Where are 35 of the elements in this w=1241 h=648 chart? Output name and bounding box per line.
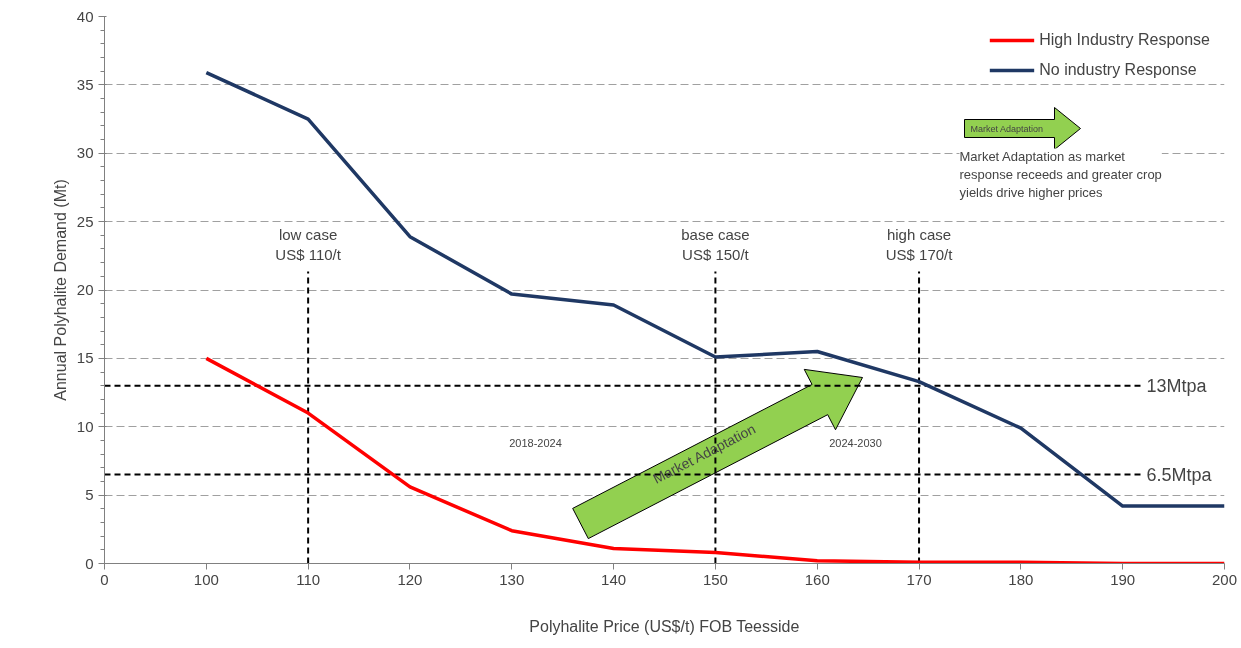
x-tick-label: 150 [702,570,728,588]
annotation: Market Adaptation [970,123,1044,134]
y-tick-label: 5 [85,486,94,504]
annotation: 2024-2030 [829,436,882,449]
y-tick-label: 30 [76,144,94,162]
x-tick-label: 180 [1008,570,1034,588]
ref-line-label: base case US$ 150/t [681,226,750,264]
line-series [204,356,1225,564]
x-tick-label: 170 [906,570,932,588]
x-tick-label: 110 [296,570,321,588]
legend-label: High Industry Response [1039,31,1210,49]
y-tick-label: 35 [76,75,94,93]
annotation: Market Adaptation as market response receeds and greater crop yields drive higher prices [959,148,1162,200]
legend-label: No industry Response [1039,61,1197,79]
x-tick-label: 200 [1211,570,1238,588]
y-tick-label: 20 [76,281,94,298]
annotation: 2018-2024 [509,436,562,449]
y-tick-label: 0 [85,554,94,572]
ref-line-label: 6.5Mtpa [1146,464,1213,485]
x-tick-label: 100 [193,570,219,588]
y-tick-label: 40 [76,7,94,25]
y-tick-label: 15 [76,349,94,367]
y-tick-label: 25 [76,212,94,230]
x-axis-title: Polyhalite Price (US$/t) FOB Teesside [529,617,800,635]
x-tick-label: 190 [1110,570,1136,588]
ref-line-label: high case US$ 170/t [885,226,954,264]
y-tick-label: 10 [76,417,94,435]
ref-line-label: 13Mtpa [1146,375,1208,396]
x-tick-label: 0 [100,570,109,588]
y-axis-title: Annual Polyhalite Demand (Mt) [51,179,69,401]
x-tick-label: 140 [601,570,627,588]
ref-line-label: low case US$ 110/t [275,226,342,264]
x-tick-label: 120 [397,570,423,588]
x-tick-label: 130 [499,570,525,588]
x-tick-label: 160 [804,570,830,588]
